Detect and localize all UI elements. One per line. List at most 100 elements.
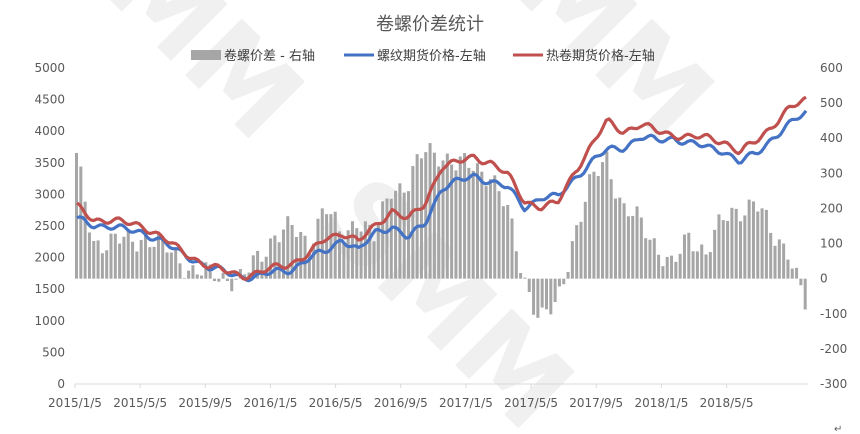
spread-bar: [187, 270, 191, 279]
spread-bar: [217, 278, 221, 282]
spread-bar: [316, 218, 320, 279]
spread-bar: [644, 238, 648, 279]
spread-bar: [488, 179, 492, 279]
spread-bar: [601, 162, 605, 279]
spread-bar: [118, 243, 122, 279]
spread-bar: [372, 241, 376, 279]
spread-bar: [739, 221, 743, 279]
spread-bar: [143, 235, 148, 279]
spread-bar: [622, 203, 626, 279]
spread-bar: [312, 243, 316, 279]
spread-bar: [786, 259, 790, 279]
spread-bar: [200, 275, 204, 279]
spread-bar: [75, 152, 79, 279]
spread-bar: [381, 201, 385, 279]
spread-bar: [139, 240, 143, 279]
spread-bar: [191, 265, 195, 279]
spread-bar: [682, 234, 686, 279]
spread-bar: [713, 229, 717, 279]
spread-bar: [609, 179, 613, 279]
spread-bar: [212, 278, 216, 282]
spread-bar: [350, 221, 354, 279]
spread-bar: [549, 278, 553, 315]
spread-bar: [691, 251, 695, 279]
spread-bar: [454, 170, 458, 279]
spread-bar: [376, 225, 380, 279]
spread-bar: [355, 228, 359, 279]
spread-bar: [432, 152, 436, 279]
spread-bar: [751, 201, 755, 279]
spread-bar: [553, 278, 557, 303]
y-left-tick-label: 0: [57, 377, 65, 391]
spread-bar: [626, 216, 630, 279]
spread-bar: [467, 167, 471, 279]
spread-bar: [113, 233, 117, 279]
spread-bar: [419, 158, 423, 279]
spread-bar: [338, 231, 342, 279]
spread-bar: [83, 201, 87, 279]
spread-bar: [795, 267, 799, 279]
spread-bar: [437, 166, 441, 279]
y-left-tick-label: 1500: [34, 282, 65, 296]
spread-bar: [523, 277, 527, 279]
spread-bar: [105, 250, 109, 279]
spread-bar: [605, 151, 609, 279]
x-tick-label: 2017/5/5: [504, 396, 558, 410]
y-left-tick-label: 5000: [34, 61, 65, 75]
spread-bar: [726, 221, 730, 279]
spread-bar: [657, 254, 661, 279]
spread-bar: [165, 252, 169, 279]
x-tick-label: 2015/9/5: [178, 396, 232, 410]
spread-bar: [700, 244, 704, 279]
spread-bar: [583, 201, 587, 279]
spread-bar: [704, 254, 708, 279]
spread-bar: [501, 206, 505, 279]
spread-bar: [221, 272, 225, 279]
spread-bar: [519, 272, 523, 279]
spread-bar: [497, 191, 501, 279]
spread-bar: [359, 231, 363, 279]
spread-bar: [195, 274, 199, 279]
spread-bar: [450, 164, 454, 279]
y-left-tick-label: 2000: [34, 251, 65, 265]
spread-bar: [527, 278, 531, 293]
legend-label-rebar: 螺纹期货价格-左轴: [377, 48, 486, 64]
spread-bar: [790, 268, 794, 279]
y-right-tick-label: -100: [820, 307, 847, 321]
spread-bar: [277, 242, 281, 279]
spread-bar: [256, 250, 260, 279]
spread-bar: [540, 278, 544, 308]
spread-bar: [264, 256, 268, 279]
x-tick-label: 2016/1/5: [244, 396, 298, 410]
spread-bar: [389, 198, 393, 279]
y-left-tick-label: 2500: [34, 219, 65, 233]
y-left-tick-label: 500: [42, 345, 65, 359]
spread-bar: [161, 236, 165, 279]
spread-bar: [368, 224, 372, 279]
spread-bar: [152, 246, 156, 279]
spread-bar: [204, 262, 208, 279]
spread-bar: [557, 278, 561, 287]
spread-bar: [79, 166, 83, 279]
spread-bar: [156, 232, 160, 279]
spread-bar: [471, 170, 475, 279]
spread-bar: [661, 266, 665, 279]
spread-bar: [96, 240, 100, 279]
spread-bar: [385, 198, 389, 279]
spread-bar: [131, 241, 135, 279]
spread-bar: [480, 171, 484, 279]
spread-bar: [773, 245, 777, 279]
spread-bar: [174, 247, 178, 279]
y-right-tick-label: -300: [820, 377, 847, 391]
spread-bar: [87, 232, 91, 279]
y-right-tick-label: 500: [820, 96, 843, 110]
y-right-tick-label: 400: [820, 131, 843, 145]
spread-bar: [592, 171, 596, 279]
y-left-tick-label: 1000: [34, 314, 65, 328]
spread-bar: [734, 208, 738, 279]
spread-bar: [458, 156, 462, 279]
spread-bar: [493, 175, 497, 279]
spread-bar: [363, 221, 367, 279]
spread-bar: [687, 232, 691, 279]
spread-bar: [575, 225, 579, 279]
